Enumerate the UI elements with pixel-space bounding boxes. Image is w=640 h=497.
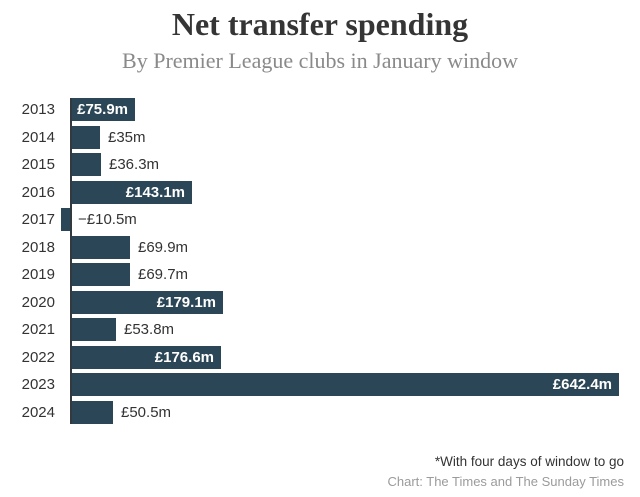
chart-row: 2024 £50.5m: [0, 400, 640, 424]
year-label: 2016: [21, 183, 55, 201]
chart-row: 2014 £35m: [0, 125, 640, 149]
chart-row: 2022 £176.6m: [0, 345, 640, 369]
bar: £642.4m: [70, 373, 619, 396]
chart-row: 2016 £143.1m: [0, 180, 640, 204]
chart-subtitle: By Premier League clubs in January windo…: [122, 47, 518, 73]
year-label: 2020: [21, 293, 55, 311]
bar: £75.9m: [70, 98, 135, 121]
chart-row: 2019 £69.7m: [0, 263, 640, 286]
chart-header: Net transfer spending By Premier League …: [0, 0, 640, 74]
chart-row: 2021 £53.8m: [0, 318, 640, 341]
chart-row: 2017 −£10.5m: [0, 208, 640, 231]
chart-row: 2018 £69.9m: [0, 235, 640, 259]
chart-title: Net transfer spending: [171, 6, 469, 42]
chart: 2013 £75.9m 2014 £35m 2015 £36.3m 2016 £143.1m 2…: [0, 98, 640, 424]
year-label: 2024: [21, 403, 55, 421]
bar: [70, 400, 113, 424]
bar: [70, 153, 101, 176]
value-label: £36.3m: [109, 156, 160, 173]
value-label: £69.7m: [138, 266, 189, 283]
chart-source: Chart: The Times and The Sunday Times: [387, 474, 624, 489]
chart-row: 2015 £36.3m: [0, 153, 640, 176]
bar: £143.1m: [70, 180, 192, 204]
year-label: 2018: [21, 238, 55, 256]
chart-row: 2023 £642.4m: [0, 373, 640, 396]
bar: [70, 235, 130, 259]
year-label: 2022: [21, 348, 55, 366]
value-label: −£10.5m: [78, 211, 137, 228]
value-label: £176.6m: [154, 348, 214, 366]
chart-footer: *With four days of window to go Chart: T…: [387, 454, 624, 489]
bar: £179.1m: [70, 290, 223, 314]
value-label: £50.5m: [121, 403, 172, 421]
bar: [70, 263, 130, 286]
chart-footnote: *With four days of window to go: [434, 454, 624, 469]
year-label: 2013: [21, 101, 55, 118]
bar: [61, 208, 70, 231]
year-label: 2023: [21, 376, 55, 393]
value-label: £35m: [108, 128, 146, 146]
bar: £176.6m: [70, 345, 221, 369]
year-label: 2019: [21, 266, 55, 283]
year-label: 2017: [21, 211, 55, 228]
baseline-axis: [70, 98, 72, 424]
value-label: £143.1m: [125, 183, 185, 201]
chart-row: 2020 £179.1m: [0, 290, 640, 314]
year-label: 2015: [21, 156, 55, 173]
year-label: 2021: [21, 321, 55, 338]
chart-row: 2013 £75.9m: [0, 98, 640, 121]
value-label: £75.9m: [77, 101, 128, 118]
value-label: £642.4m: [552, 376, 612, 393]
value-label: £69.9m: [138, 238, 189, 256]
value-label: £179.1m: [156, 293, 216, 311]
value-label: £53.8m: [124, 321, 175, 338]
bar: [70, 318, 116, 341]
bar: [70, 125, 100, 149]
year-label: 2014: [21, 128, 55, 146]
